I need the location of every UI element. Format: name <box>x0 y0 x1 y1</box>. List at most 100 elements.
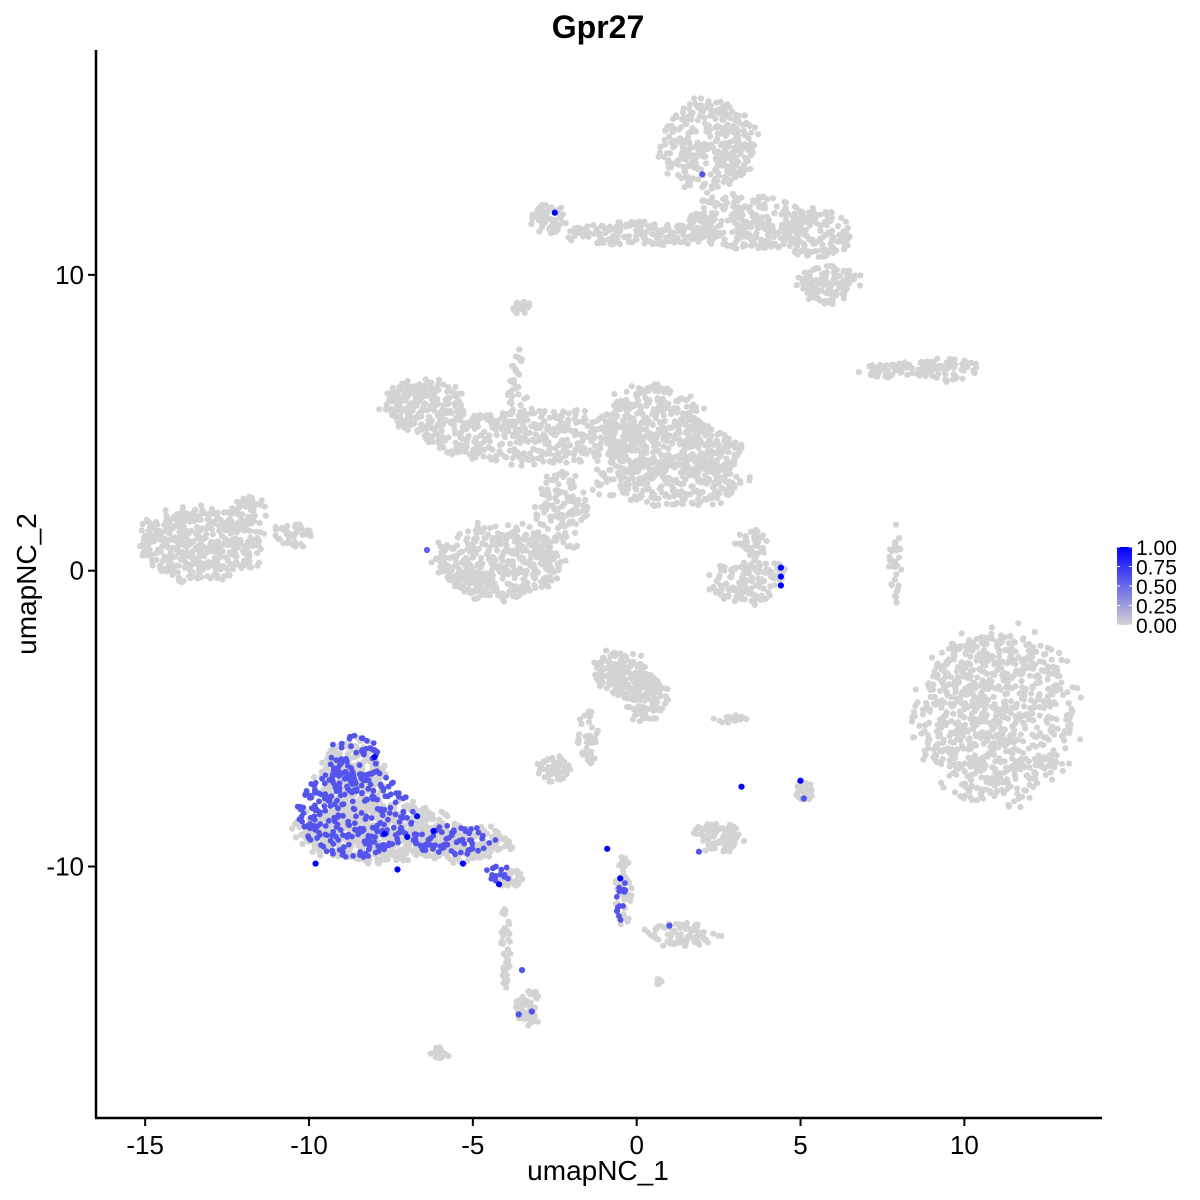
cell-point <box>1037 642 1044 649</box>
cell-point <box>652 225 659 232</box>
cell-point <box>706 437 713 444</box>
cell-point <box>1074 685 1081 692</box>
cell-point <box>553 225 561 232</box>
cell-point <box>800 240 807 247</box>
cell-point <box>1006 708 1014 715</box>
cell-point <box>742 141 749 148</box>
cell-point <box>526 450 534 457</box>
cell-point <box>223 525 230 532</box>
cell-point <box>261 503 268 510</box>
cell-point <box>664 159 672 166</box>
cell-point <box>675 172 682 179</box>
cell-point <box>727 243 734 250</box>
cell-point <box>836 232 843 239</box>
cell-point <box>654 395 661 402</box>
cell-point <box>915 366 922 373</box>
cell-point <box>699 488 706 496</box>
cell-point <box>518 462 525 469</box>
cell-point <box>1012 720 1019 727</box>
cell-point <box>754 569 762 576</box>
cell-point <box>941 668 948 675</box>
cell-point <box>697 95 705 102</box>
cell-point <box>718 485 725 492</box>
cell-point <box>488 456 495 463</box>
cell-point <box>950 761 958 768</box>
cell-point <box>690 441 697 448</box>
cell-point <box>233 560 240 568</box>
cell-point <box>682 421 690 428</box>
cell-point <box>958 366 965 373</box>
cell-point <box>572 521 580 528</box>
cell-point <box>983 711 990 718</box>
cell-point <box>475 574 482 582</box>
cell-point <box>1053 716 1060 723</box>
cell-point <box>174 511 181 518</box>
cell-point <box>719 116 726 123</box>
cell-point <box>708 240 715 247</box>
cell-point <box>607 240 614 247</box>
cell-point <box>694 164 701 171</box>
cell-point <box>689 406 696 414</box>
cell-point <box>821 300 829 307</box>
cell-point <box>671 493 678 500</box>
cell-point <box>825 229 832 236</box>
cell-point <box>958 743 966 750</box>
cell-point <box>522 567 529 574</box>
cell-point <box>973 733 980 740</box>
cell-point <box>394 394 401 401</box>
cell-point <box>516 453 523 460</box>
cell-point <box>1054 667 1061 675</box>
cell-point <box>636 475 643 482</box>
cell-point <box>531 582 538 589</box>
cell-point <box>520 576 527 583</box>
cell-point <box>445 396 452 403</box>
cell-point <box>463 537 470 544</box>
cell-point <box>912 686 919 693</box>
cell-point <box>683 403 690 410</box>
cell-point <box>735 132 742 139</box>
cell-point <box>181 557 188 564</box>
cell-point <box>488 560 495 567</box>
cell-point <box>284 529 292 536</box>
cell-point <box>657 143 664 151</box>
cell-point <box>937 716 944 723</box>
cell-point <box>710 183 717 190</box>
cell-point <box>1050 699 1058 706</box>
cell-point <box>736 531 743 538</box>
cell-point <box>150 532 158 539</box>
cell-point <box>430 385 437 392</box>
cell-point <box>404 377 411 385</box>
cell-point <box>660 432 667 439</box>
cell-point <box>515 391 522 398</box>
cell-point <box>457 434 464 441</box>
cell-point <box>938 677 945 685</box>
cell-point <box>730 129 737 136</box>
cell-point <box>767 583 774 590</box>
cell-point <box>667 139 675 146</box>
cell-point <box>920 363 927 370</box>
cell-point <box>795 215 802 222</box>
cell-point <box>151 538 158 545</box>
cell-point <box>659 238 666 246</box>
cell-point <box>840 246 848 253</box>
cell-point <box>554 552 561 560</box>
cell-point <box>709 501 716 508</box>
cell-point <box>952 361 959 368</box>
cell-point <box>710 227 717 234</box>
cell-point <box>562 490 569 497</box>
cell-point <box>448 418 455 425</box>
cell-point <box>659 473 666 480</box>
cell-point <box>396 401 403 408</box>
cell-point <box>688 212 695 219</box>
cell-point <box>739 542 746 549</box>
cell-point <box>450 545 457 552</box>
cell-point <box>786 224 793 231</box>
cell-point <box>1049 776 1056 783</box>
cell-point <box>679 473 686 480</box>
cell-point <box>719 125 726 132</box>
cell-point <box>1022 755 1030 763</box>
cell-point <box>199 560 206 567</box>
cell-point <box>715 148 722 155</box>
cell-point <box>502 546 509 554</box>
cell-point <box>566 542 573 550</box>
